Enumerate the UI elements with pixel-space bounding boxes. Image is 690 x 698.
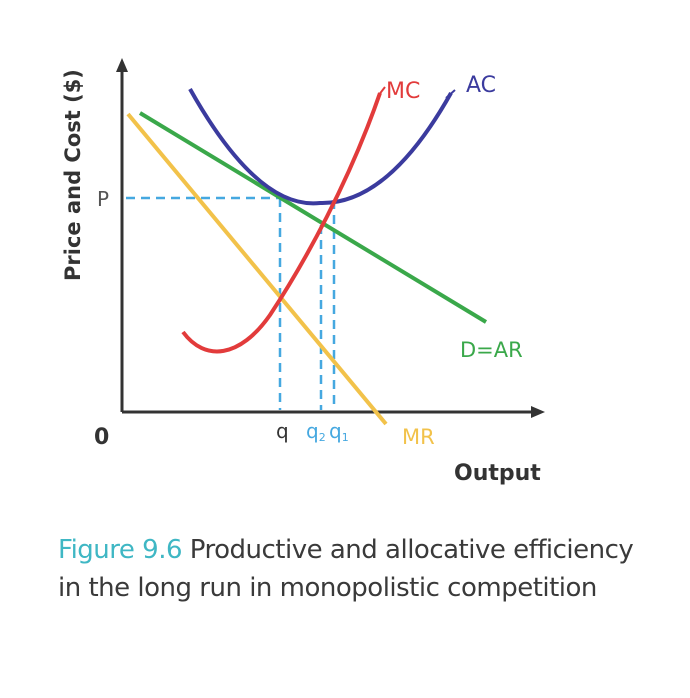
mc-label: MC <box>386 79 420 104</box>
q-label: q <box>276 419 289 443</box>
mc-leader-line <box>377 86 386 97</box>
ac-curve <box>188 88 453 206</box>
q1-subscript: 1 <box>342 431 349 444</box>
ac-leader-line <box>445 89 456 99</box>
q2-subscript: 2 <box>319 431 326 444</box>
x-axis-arrow <box>531 406 545 418</box>
q2-label: q2 <box>306 419 326 444</box>
figure-number: Figure 9.6 <box>58 535 183 565</box>
demand-ar-label: D=AR <box>460 338 523 362</box>
mr-label: MR <box>402 425 435 449</box>
q1-label: q1 <box>329 419 349 444</box>
y-axis-arrow <box>116 58 128 72</box>
demand-ar-curve <box>138 111 488 324</box>
x-axis-label: Output <box>454 461 541 486</box>
ac-label: AC <box>466 73 496 98</box>
origin-label: 0 <box>94 425 109 450</box>
mr-curve <box>126 112 388 426</box>
figure-caption: Figure 9.6 Productive and allocative eff… <box>58 531 658 607</box>
caption-text: Productive and allocative efficiency in … <box>58 535 634 603</box>
price-label: P <box>97 187 109 211</box>
y-axis-label: Price and Cost ($) <box>61 69 85 281</box>
mc-curve <box>181 92 382 354</box>
